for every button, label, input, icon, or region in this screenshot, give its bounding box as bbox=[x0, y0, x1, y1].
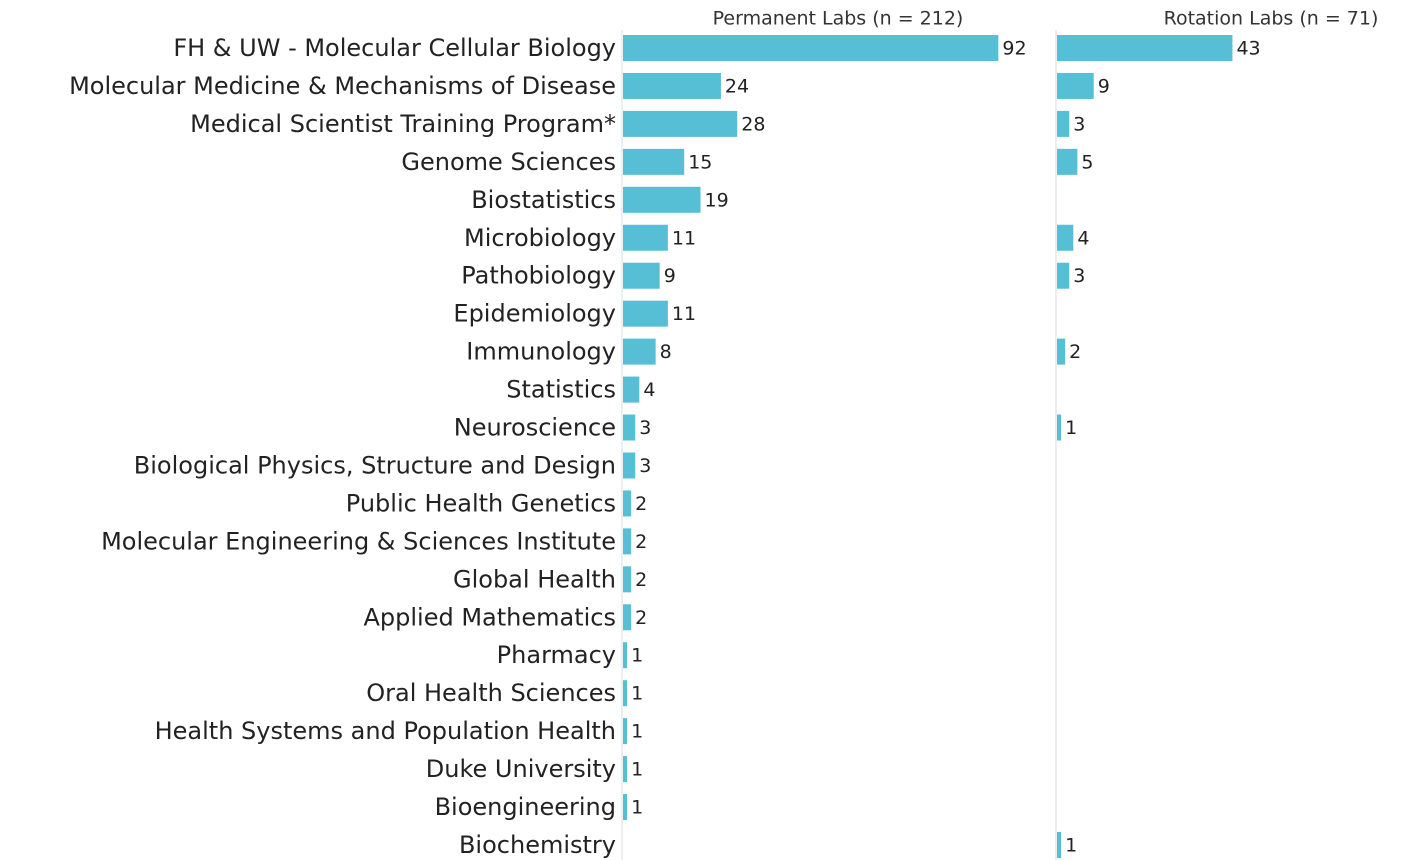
category-label: Applied Mathematics bbox=[363, 603, 616, 631]
category-label: Duke University bbox=[426, 755, 616, 783]
category-label: Bioengineering bbox=[435, 793, 616, 821]
value-label: 28 bbox=[741, 113, 765, 135]
bar bbox=[1057, 72, 1094, 99]
value-label: 2 bbox=[635, 569, 647, 591]
value-label: 9 bbox=[1098, 75, 1110, 97]
category-label: Molecular Medicine & Mechanisms of Disea… bbox=[69, 72, 616, 100]
bar bbox=[1057, 832, 1062, 858]
bar bbox=[1057, 338, 1066, 365]
category-label: Global Health bbox=[453, 565, 616, 593]
category-label: Health Systems and Population Health bbox=[155, 717, 616, 745]
bar bbox=[1057, 35, 1233, 61]
value-label: 9 bbox=[664, 265, 676, 287]
value-label: 2 bbox=[1069, 341, 1081, 363]
bar bbox=[623, 718, 628, 745]
category-label: Neuroscience bbox=[454, 414, 616, 442]
category-label: Immunology bbox=[466, 338, 616, 366]
bar bbox=[623, 338, 656, 365]
category-label: Public Health Genetics bbox=[346, 489, 616, 517]
bar bbox=[623, 224, 668, 251]
bar bbox=[623, 414, 636, 441]
category-label: Epidemiology bbox=[453, 300, 616, 328]
value-label: 4 bbox=[1077, 227, 1089, 249]
value-label: 4 bbox=[643, 379, 655, 401]
value-label: 1 bbox=[631, 759, 643, 781]
category-label: Biostatistics bbox=[471, 186, 616, 214]
value-label: 24 bbox=[725, 75, 749, 97]
value-label: 3 bbox=[1073, 265, 1085, 287]
category-label: Oral Health Sciences bbox=[366, 679, 616, 707]
bar bbox=[1057, 224, 1074, 251]
value-label: 15 bbox=[688, 151, 712, 173]
bar bbox=[623, 35, 999, 61]
panel-header: Rotation Labs (n = 71) bbox=[1164, 8, 1379, 30]
bar bbox=[623, 72, 721, 99]
value-label: 2 bbox=[635, 531, 647, 553]
value-label: 3 bbox=[639, 455, 651, 477]
bar bbox=[623, 490, 632, 517]
value-label: 92 bbox=[1002, 38, 1026, 60]
category-label: Microbiology bbox=[464, 224, 616, 252]
value-label: 3 bbox=[1073, 113, 1085, 135]
value-label: 11 bbox=[672, 227, 696, 249]
value-label: 1 bbox=[1065, 835, 1077, 857]
panel-header: Permanent Labs (n = 212) bbox=[713, 8, 964, 30]
value-label: 1 bbox=[631, 721, 643, 743]
bar bbox=[1057, 148, 1078, 175]
bar bbox=[623, 452, 636, 479]
bar bbox=[1057, 110, 1070, 137]
value-label: 2 bbox=[635, 493, 647, 515]
bar bbox=[623, 300, 668, 327]
value-label: 43 bbox=[1236, 38, 1260, 60]
category-label: Molecular Engineering & Sciences Institu… bbox=[101, 527, 616, 555]
bar bbox=[623, 756, 628, 783]
category-label: Biological Physics, Structure and Design bbox=[134, 451, 616, 479]
bar bbox=[623, 604, 632, 631]
bar bbox=[1057, 262, 1070, 289]
value-label: 1 bbox=[631, 645, 643, 667]
category-label: Medical Scientist Training Program* bbox=[190, 110, 616, 138]
value-label: 19 bbox=[705, 189, 729, 211]
category-label: Pharmacy bbox=[497, 641, 616, 669]
value-label: 8 bbox=[660, 341, 672, 363]
bar bbox=[623, 642, 628, 669]
bar bbox=[623, 186, 701, 213]
value-label: 3 bbox=[639, 417, 651, 439]
category-label: Genome Sciences bbox=[401, 148, 616, 176]
bar bbox=[623, 566, 632, 593]
category-label: FH & UW - Molecular Cellular Biology bbox=[173, 34, 616, 62]
bar bbox=[623, 262, 660, 289]
bar bbox=[623, 148, 685, 175]
value-label: 5 bbox=[1081, 151, 1093, 173]
bar bbox=[623, 528, 632, 555]
value-label: 1 bbox=[631, 683, 643, 705]
bar bbox=[623, 110, 738, 137]
category-label: Statistics bbox=[506, 376, 616, 404]
value-label: 1 bbox=[631, 797, 643, 819]
value-label: 2 bbox=[635, 607, 647, 629]
category-label: Biochemistry bbox=[459, 831, 616, 859]
value-label: 1 bbox=[1065, 417, 1077, 439]
bar bbox=[623, 376, 640, 403]
bar bbox=[623, 794, 628, 821]
category-label: Pathobiology bbox=[461, 262, 616, 290]
bar bbox=[1057, 414, 1062, 441]
bar bbox=[623, 680, 628, 707]
value-label: 11 bbox=[672, 303, 696, 325]
